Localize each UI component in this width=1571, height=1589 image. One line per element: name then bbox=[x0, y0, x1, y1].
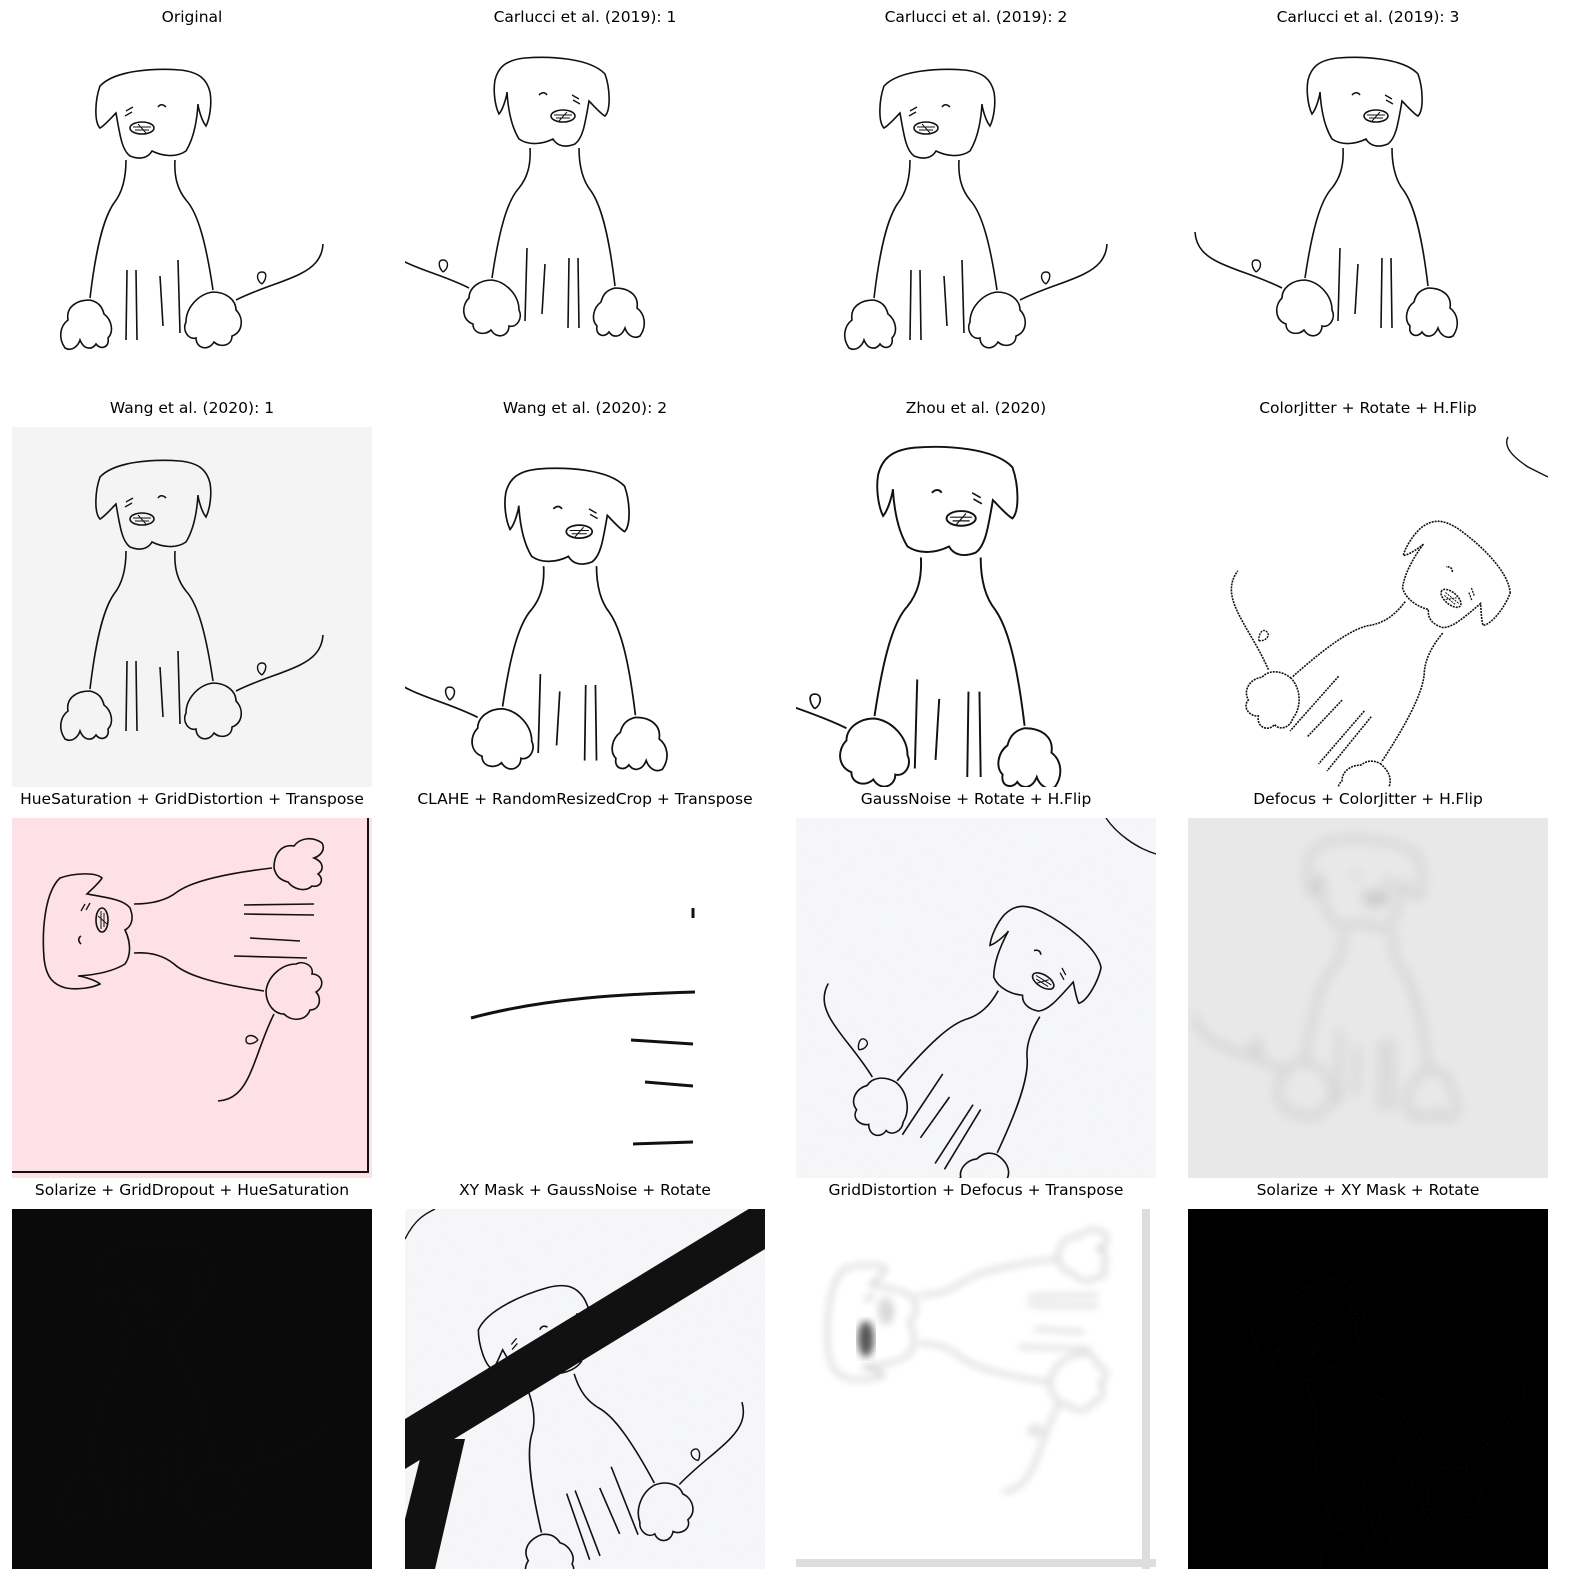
image-carlucci-1 bbox=[405, 36, 765, 396]
image-colorjitter-rotate-hflip bbox=[1188, 427, 1548, 787]
panel-title: HueSaturation + GridDistortion + Transpo… bbox=[20, 790, 364, 808]
panel-title: Solarize + XY Mask + Rotate bbox=[1256, 1181, 1480, 1199]
image-carlucci-2 bbox=[796, 36, 1156, 396]
image-clahe-randomresizedcrop-transpose bbox=[405, 818, 765, 1178]
panel-title: Wang et al. (2020): 2 bbox=[502, 399, 668, 417]
panel-title: CLAHE + RandomResizedCrop + Transpose bbox=[417, 790, 753, 808]
panel-title: ColorJitter + Rotate + H.Flip bbox=[1259, 399, 1477, 417]
panel-title: Carlucci et al. (2019): 1 bbox=[493, 8, 677, 26]
image-original bbox=[12, 36, 372, 396]
image-huesat-griddistortion-transpose bbox=[12, 818, 372, 1178]
image-solarize-xymask-rotate bbox=[1188, 1209, 1548, 1569]
panel-title: XY Mask + GaussNoise + Rotate bbox=[459, 1181, 711, 1199]
image-solarize-griddropout-huesat bbox=[12, 1209, 372, 1569]
image-defocus-colorjitter-hflip bbox=[1188, 818, 1548, 1178]
panel-title: Carlucci et al. (2019): 2 bbox=[884, 8, 1068, 26]
image-carlucci-3 bbox=[1188, 36, 1548, 396]
image-xymask-gaussnoise-rotate bbox=[405, 1209, 765, 1569]
image-zhou bbox=[796, 427, 1156, 787]
panel-title: Solarize + GridDropout + HueSaturation bbox=[34, 1181, 350, 1199]
panel-title: Wang et al. (2020): 1 bbox=[109, 399, 275, 417]
image-wang-1 bbox=[12, 427, 372, 787]
image-griddistortion-defocus-transpose bbox=[796, 1209, 1156, 1569]
panel-title: Original bbox=[161, 8, 223, 26]
panel-title: GridDistortion + Defocus + Transpose bbox=[828, 1181, 1124, 1199]
image-gaussnoise-rotate-hflip bbox=[796, 818, 1156, 1178]
image-wang-2 bbox=[405, 427, 765, 787]
panel-title: GaussNoise + Rotate + H.Flip bbox=[860, 790, 1092, 808]
panel-title: Carlucci et al. (2019): 3 bbox=[1276, 8, 1460, 26]
panel-title: Zhou et al. (2020) bbox=[905, 399, 1047, 417]
panel-title: Defocus + ColorJitter + H.Flip bbox=[1253, 790, 1483, 808]
